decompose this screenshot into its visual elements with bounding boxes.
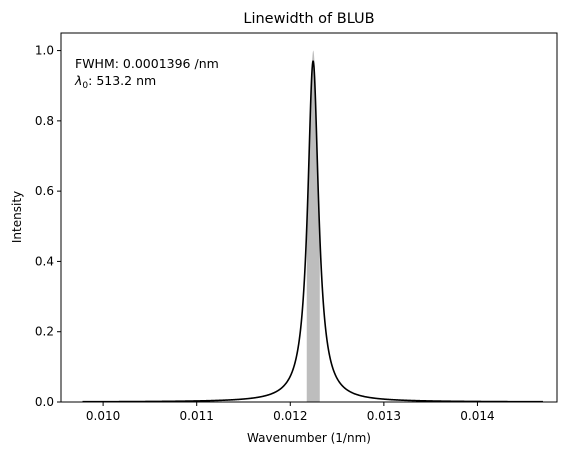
y-tick-label: 0.2 [35, 325, 54, 339]
plot-area [82, 50, 544, 403]
y-tick-label: 0.0 [35, 395, 54, 409]
lambda-annotation: λ0: 513.2 nm [74, 73, 156, 91]
x-axis: 0.010 0.011 0.012 0.013 0.014 [86, 402, 495, 423]
y-tick-label: 1.0 [35, 44, 54, 58]
y-axis: 0.0 0.2 0.4 0.6 0.8 1.0 [35, 44, 61, 409]
x-axis-label: Wavenumber (1/nm) [247, 431, 371, 445]
lineshape-series [82, 60, 544, 403]
fwhm-shaded-region [306, 50, 320, 402]
lambda-symbol: λ [74, 73, 82, 88]
fwhm-annotation: FWHM: 0.0001396 /nm [75, 56, 219, 71]
plot-frame [60, 32, 558, 403]
y-tick-label: 0.8 [35, 114, 54, 128]
x-tick-label: 0.014 [460, 409, 494, 423]
x-tick-label: 0.013 [367, 409, 401, 423]
lambda-subscript: 0 [82, 81, 88, 91]
y-axis-label: Intensity [10, 191, 24, 243]
y-tick-label: 0.6 [35, 184, 54, 198]
chart-title: Linewidth of BLUB [243, 11, 374, 27]
y-tick-label: 0.4 [35, 254, 54, 268]
lambda-value: : 513.2 nm [88, 73, 156, 88]
x-tick-label: 0.011 [180, 409, 214, 423]
x-tick-label: 0.010 [86, 409, 120, 423]
x-tick-label: 0.012 [273, 409, 307, 423]
